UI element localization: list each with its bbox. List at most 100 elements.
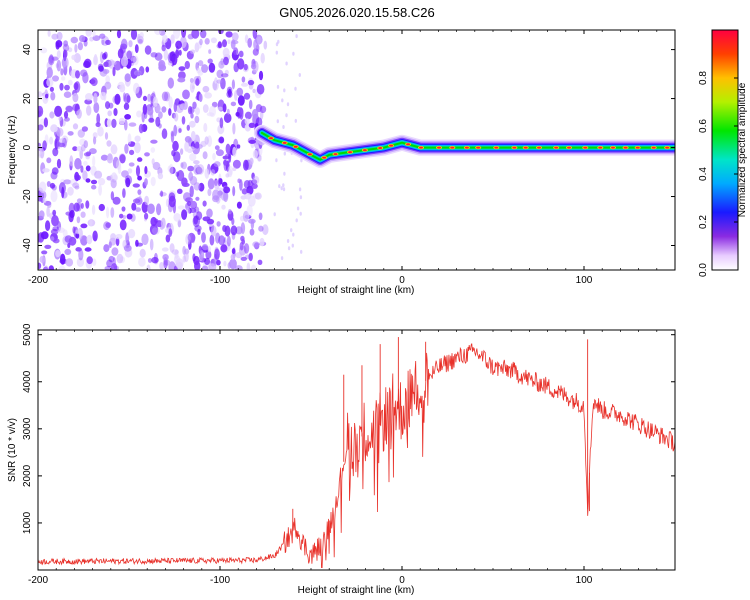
noise-blob: [110, 144, 118, 155]
noise-blob: [38, 91, 43, 98]
noise-blob: [189, 78, 194, 83]
noise-blob: [226, 86, 233, 95]
noise-blob: [147, 106, 154, 116]
noise-blob: [96, 113, 101, 125]
noise-blob: [161, 128, 168, 139]
noise-blob: [83, 140, 89, 149]
noise-blob: [110, 178, 117, 189]
y-tick-label: 1000: [22, 511, 33, 534]
noise-blob: [76, 108, 82, 119]
noise-blob: [168, 195, 176, 208]
noise-blob: [210, 37, 217, 44]
noise-blob: [76, 198, 83, 203]
noise-blob: [173, 124, 178, 137]
noise-blob: [57, 227, 65, 233]
noise-blob: [99, 33, 106, 39]
noise-blob: [199, 250, 205, 261]
noise-blob: [86, 105, 92, 116]
noise-blob: [80, 165, 84, 173]
noise-blob: [240, 222, 246, 235]
noise-blob: [106, 206, 110, 219]
noise-blob: [145, 66, 150, 73]
signal-hotspot: [665, 146, 670, 149]
noise-blob: [119, 154, 126, 164]
noise-blob: [259, 105, 267, 114]
noise-blob: [107, 110, 112, 117]
noise-blob: [194, 206, 200, 214]
signal-hotspot: [406, 143, 411, 146]
noise-blob: [82, 170, 88, 181]
noise-blob: [229, 258, 237, 270]
noise-blob: [72, 226, 76, 234]
noise-blob: [177, 205, 186, 210]
noise-speckle: [285, 61, 288, 66]
noise-blob: [207, 178, 215, 190]
noise-blob: [181, 177, 188, 187]
noise-blob: [262, 224, 269, 236]
noise-blob: [50, 228, 59, 235]
snr-plot-area: [38, 337, 675, 568]
noise-blob: [70, 36, 79, 44]
spectrogram-frame: [37, 29, 676, 271]
noise-blob: [225, 143, 231, 154]
noise-blob: [133, 70, 142, 76]
noise-blob: [103, 221, 110, 231]
noise-blob: [119, 84, 126, 93]
noise-blob: [173, 213, 181, 222]
noise-blob: [124, 175, 133, 185]
noise-blob: [42, 168, 50, 173]
noise-blob: [128, 228, 136, 239]
noise-blob: [93, 136, 97, 145]
noise-blob: [69, 210, 75, 218]
noise-blob: [235, 252, 243, 259]
noise-blob: [103, 244, 110, 253]
signal-hotspot: [512, 146, 517, 149]
x-tick-label: 0: [399, 275, 405, 286]
noise-blob: [144, 166, 148, 175]
noise-blob: [259, 237, 265, 247]
noise-blob: [232, 146, 237, 157]
noise-blob: [224, 225, 231, 237]
y-tick-label: 3000: [22, 417, 33, 440]
noise-blob: [243, 243, 250, 254]
noise-blob: [65, 105, 73, 113]
noise-blob: [195, 196, 200, 201]
noise-speckle: [292, 51, 295, 56]
noise-blob: [45, 93, 49, 99]
noise-speckle: [286, 102, 290, 107]
noise-blob: [86, 256, 93, 265]
noise-blob: [201, 64, 209, 73]
noise-blob: [181, 161, 188, 170]
noise-blob: [168, 261, 176, 270]
noise-blob: [152, 161, 161, 171]
noise-blob: [150, 139, 158, 144]
noise-blob: [173, 101, 177, 113]
noise-blob: [52, 209, 57, 216]
noise-blob: [204, 136, 209, 145]
noise-speckle: [290, 228, 293, 233]
noise-blob: [231, 79, 235, 90]
noise-blob: [252, 88, 256, 94]
y-tick-label: 0: [22, 144, 33, 150]
noise-blob: [50, 236, 55, 241]
noise-blob: [64, 235, 73, 243]
noise-blob: [76, 146, 83, 152]
signal-hotspot: [362, 149, 367, 152]
noise-blob: [94, 170, 103, 179]
noise-blob: [54, 105, 63, 117]
noise-blob: [112, 196, 121, 205]
noise-blob: [175, 49, 180, 59]
noise-blob: [181, 30, 187, 38]
noise-blob: [89, 218, 93, 227]
noise-speckle: [282, 187, 286, 192]
noise-blob: [127, 168, 133, 174]
noise-blob: [230, 225, 238, 236]
noise-blob: [124, 73, 131, 83]
snr-panel: -200 -100 0 100 1000 2000 3000 4000 5000 Height…: [7, 323, 676, 596]
noise-blob: [161, 106, 167, 113]
noise-speckle: [300, 249, 303, 254]
noise-blob: [251, 172, 255, 180]
noise-blob: [178, 49, 182, 56]
noise-blob: [130, 30, 138, 40]
noise-blob: [156, 203, 162, 216]
